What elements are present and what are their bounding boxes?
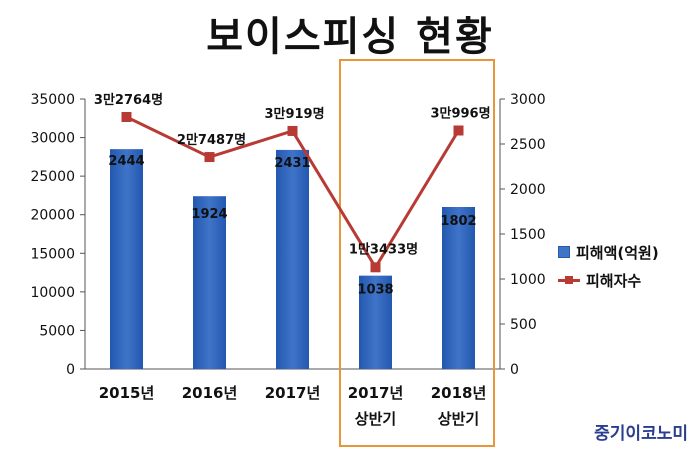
y-right-tick-label: 1500 (510, 227, 546, 243)
legend-label-bar: 피해액(억원) (576, 243, 659, 262)
x-tick-label: 상반기 (438, 410, 479, 428)
line-point (287, 125, 298, 136)
y-right-tick-label: 1000 (510, 272, 546, 288)
bar-data-label: 2431 (274, 156, 310, 171)
bar-swatch-icon (558, 246, 570, 258)
legend: 피해액(억원) 피해자수 (558, 238, 659, 294)
line-data-label: 3만919명 (264, 106, 324, 122)
line-data-label: 3만2764명 (94, 92, 163, 108)
bar (110, 149, 143, 369)
x-tick-label: 2017년 (348, 384, 404, 402)
line-point (453, 125, 464, 136)
line-point (121, 112, 132, 122)
y-right-tick-label: 2500 (510, 137, 546, 153)
line-data-label: 1만3433명 (349, 241, 418, 257)
legend-item-bar: 피해액(억원) (558, 238, 659, 266)
bar-data-label: 1038 (357, 283, 393, 298)
y-left-tick-label: 25000 (30, 169, 75, 185)
y-right-tick-label: 0 (510, 362, 519, 378)
bar (193, 196, 226, 369)
x-tick-label: 2018년 (431, 384, 487, 402)
y-right-tick-label: 500 (510, 317, 537, 333)
y-right-tick-label: 2000 (510, 182, 546, 198)
line-data-label: 3만996명 (430, 106, 490, 122)
x-tick-label: 2016년 (182, 384, 238, 402)
x-tick-label: 상반기 (355, 410, 396, 428)
y-left-tick-label: 35000 (30, 92, 75, 108)
x-tick-label: 2017년 (265, 384, 321, 402)
bar (276, 149, 309, 369)
legend-label-line: 피해자수 (586, 271, 642, 290)
line-point (204, 152, 215, 163)
y-left-tick-label: 5000 (39, 323, 75, 339)
bar (359, 275, 392, 369)
y-left-tick-label: 20000 (30, 208, 75, 224)
y-right-tick-label: 3000 (510, 92, 546, 108)
bar-data-label: 1924 (191, 207, 227, 222)
y-left-tick-label: 30000 (30, 131, 75, 147)
x-tick-label: 2015년 (99, 384, 155, 402)
line-point (370, 262, 381, 273)
legend-item-line: 피해자수 (558, 266, 659, 294)
y-left-tick-label: 10000 (30, 285, 75, 301)
line-data-label: 2만7487명 (177, 132, 246, 148)
highlight-box (339, 59, 495, 447)
y-left-tick-label: 0 (66, 362, 75, 378)
bar (442, 207, 475, 369)
chart-title: 보이스피싱 현황 (206, 14, 494, 60)
source-credit: 중기이코노미 (594, 424, 688, 444)
bar-data-label: 1802 (440, 214, 476, 229)
bar-data-label: 2444 (108, 154, 144, 169)
line-marker-icon (558, 275, 580, 284)
y-left-tick-label: 15000 (30, 246, 75, 262)
